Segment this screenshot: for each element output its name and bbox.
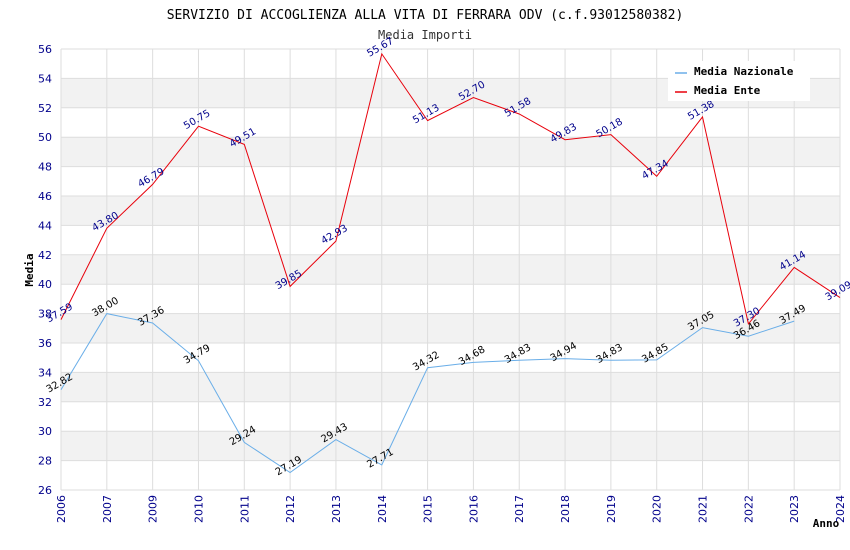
x-tick-label: 2020	[651, 495, 664, 523]
y-tick-label: 56	[38, 43, 52, 56]
data-label-nazionale: 34.83	[594, 342, 624, 366]
y-tick-label: 46	[38, 190, 52, 203]
y-tick-label: 40	[38, 278, 52, 291]
legend-label-nazionale: Media Nazionale	[694, 65, 794, 78]
data-label-nazionale: 34.79	[182, 343, 212, 367]
x-tick-label: 2009	[147, 495, 160, 523]
y-axis-ticks: 26 28 30 32 34 36 38 40 42 44 46 48 50 52 54 56	[38, 43, 52, 497]
x-tick-label: 2014	[376, 495, 389, 523]
y-axis-label: Media	[23, 253, 36, 286]
x-tick-label: 2016	[467, 495, 480, 523]
plot-band	[61, 313, 840, 343]
x-tick-label: 2006	[55, 495, 68, 523]
y-tick-label: 54	[38, 72, 52, 85]
x-tick-label: 2021	[697, 495, 710, 523]
x-tick-label: 2010	[192, 495, 205, 523]
x-tick-label: 2015	[422, 495, 435, 523]
x-tick-label: 2017	[513, 495, 526, 523]
x-tick-label: 2022	[742, 495, 755, 523]
y-tick-label: 34	[38, 366, 52, 379]
legend-label-ente: Media Ente	[694, 84, 761, 97]
y-tick-label: 26	[38, 484, 52, 497]
x-tick-label: 2019	[605, 495, 618, 523]
chart-subtitle: Media Importi	[378, 28, 472, 42]
x-tick-label: 2007	[101, 495, 114, 523]
series-line-nazionale	[60, 313, 795, 474]
x-tick-label: 2024	[834, 495, 847, 523]
x-tick-label: 2012	[284, 495, 297, 523]
x-tick-label: 2018	[559, 495, 572, 523]
plot-band	[61, 254, 840, 285]
data-label-nazionale: 34.85	[640, 342, 670, 366]
series-line-ente	[60, 52, 841, 326]
data-label-ente: 46.79	[136, 166, 166, 190]
grid-lines	[60, 48, 841, 491]
plot-band	[61, 372, 840, 402]
data-label-nazionale: 34.83	[503, 342, 533, 366]
y-tick-label: 38	[38, 308, 52, 321]
x-axis-label: Anno	[813, 517, 840, 530]
plot-band	[61, 431, 840, 461]
y-tick-label: 50	[38, 131, 52, 144]
y-tick-label: 28	[38, 455, 52, 468]
series-lines	[60, 52, 841, 474]
legend: Media Nazionale Media Ente	[668, 61, 810, 101]
chart-title: SERVIZIO DI ACCOGLIENZA ALLA VITA DI FER…	[167, 8, 684, 23]
data-label-nazionale: 34.68	[457, 344, 487, 368]
y-tick-label: 44	[38, 219, 52, 232]
plot-band	[61, 196, 840, 226]
x-axis-ticks: 2006 2007 2009 2010 2011 2012 2013 2014 2015 2016…	[55, 495, 847, 523]
x-tick-label: 2023	[788, 495, 801, 523]
y-tick-label: 48	[38, 161, 52, 174]
y-tick-label: 32	[38, 396, 52, 409]
y-tick-label: 36	[38, 337, 52, 350]
y-tick-label: 30	[38, 425, 52, 438]
legend-box	[668, 61, 810, 101]
data-label-nazionale: 34.94	[549, 340, 579, 364]
x-tick-label: 2013	[330, 495, 343, 523]
x-tick-label: 2011	[238, 495, 251, 523]
y-tick-label: 42	[38, 249, 52, 262]
plot-background-bands	[61, 78, 840, 461]
y-tick-label: 52	[38, 102, 52, 115]
data-label-ente: 42.93	[320, 223, 350, 247]
